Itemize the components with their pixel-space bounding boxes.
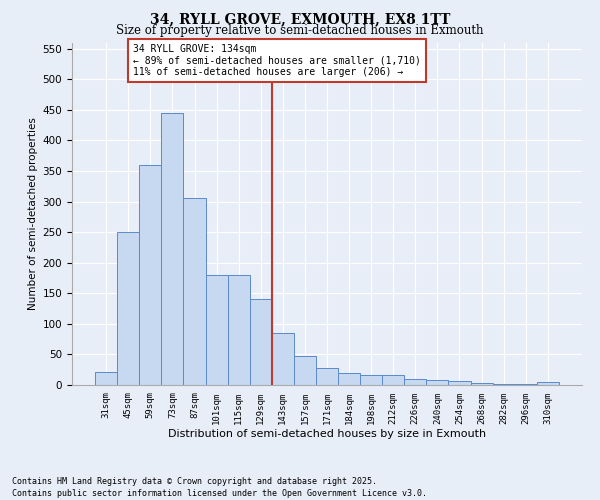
Bar (250, 300, 272, 385)
Text: Contains HM Land Registry data © Crown copyright and database right 2025.
Contai: Contains HM Land Registry data © Crown c… (12, 476, 427, 498)
Bar (382, 374, 404, 385)
Bar (316, 368, 338, 385)
Bar (515, 384, 537, 385)
Bar (139, 165, 161, 385)
Text: Size of property relative to semi-detached houses in Exmouth: Size of property relative to semi-detach… (116, 24, 484, 37)
Bar (404, 380, 427, 385)
Bar (206, 275, 227, 385)
Bar (184, 198, 206, 385)
X-axis label: Distribution of semi-detached houses by size in Exmouth: Distribution of semi-detached houses by … (168, 429, 486, 439)
Bar (537, 382, 559, 385)
Bar (360, 374, 382, 385)
Bar (272, 333, 294, 385)
Y-axis label: Number of semi-detached properties: Number of semi-detached properties (28, 118, 38, 310)
Bar (161, 113, 184, 385)
Bar (448, 382, 470, 385)
Bar (338, 373, 360, 385)
Bar (470, 382, 493, 385)
Bar (117, 232, 139, 385)
Bar (95, 372, 117, 385)
Bar (427, 380, 448, 385)
Bar (294, 356, 316, 385)
Text: 34, RYLL GROVE, EXMOUTH, EX8 1TT: 34, RYLL GROVE, EXMOUTH, EX8 1TT (150, 12, 450, 26)
Bar (227, 275, 250, 385)
Text: 34 RYLL GROVE: 134sqm
← 89% of semi-detached houses are smaller (1,710)
11% of s: 34 RYLL GROVE: 134sqm ← 89% of semi-deta… (133, 44, 421, 78)
Bar (493, 384, 515, 385)
